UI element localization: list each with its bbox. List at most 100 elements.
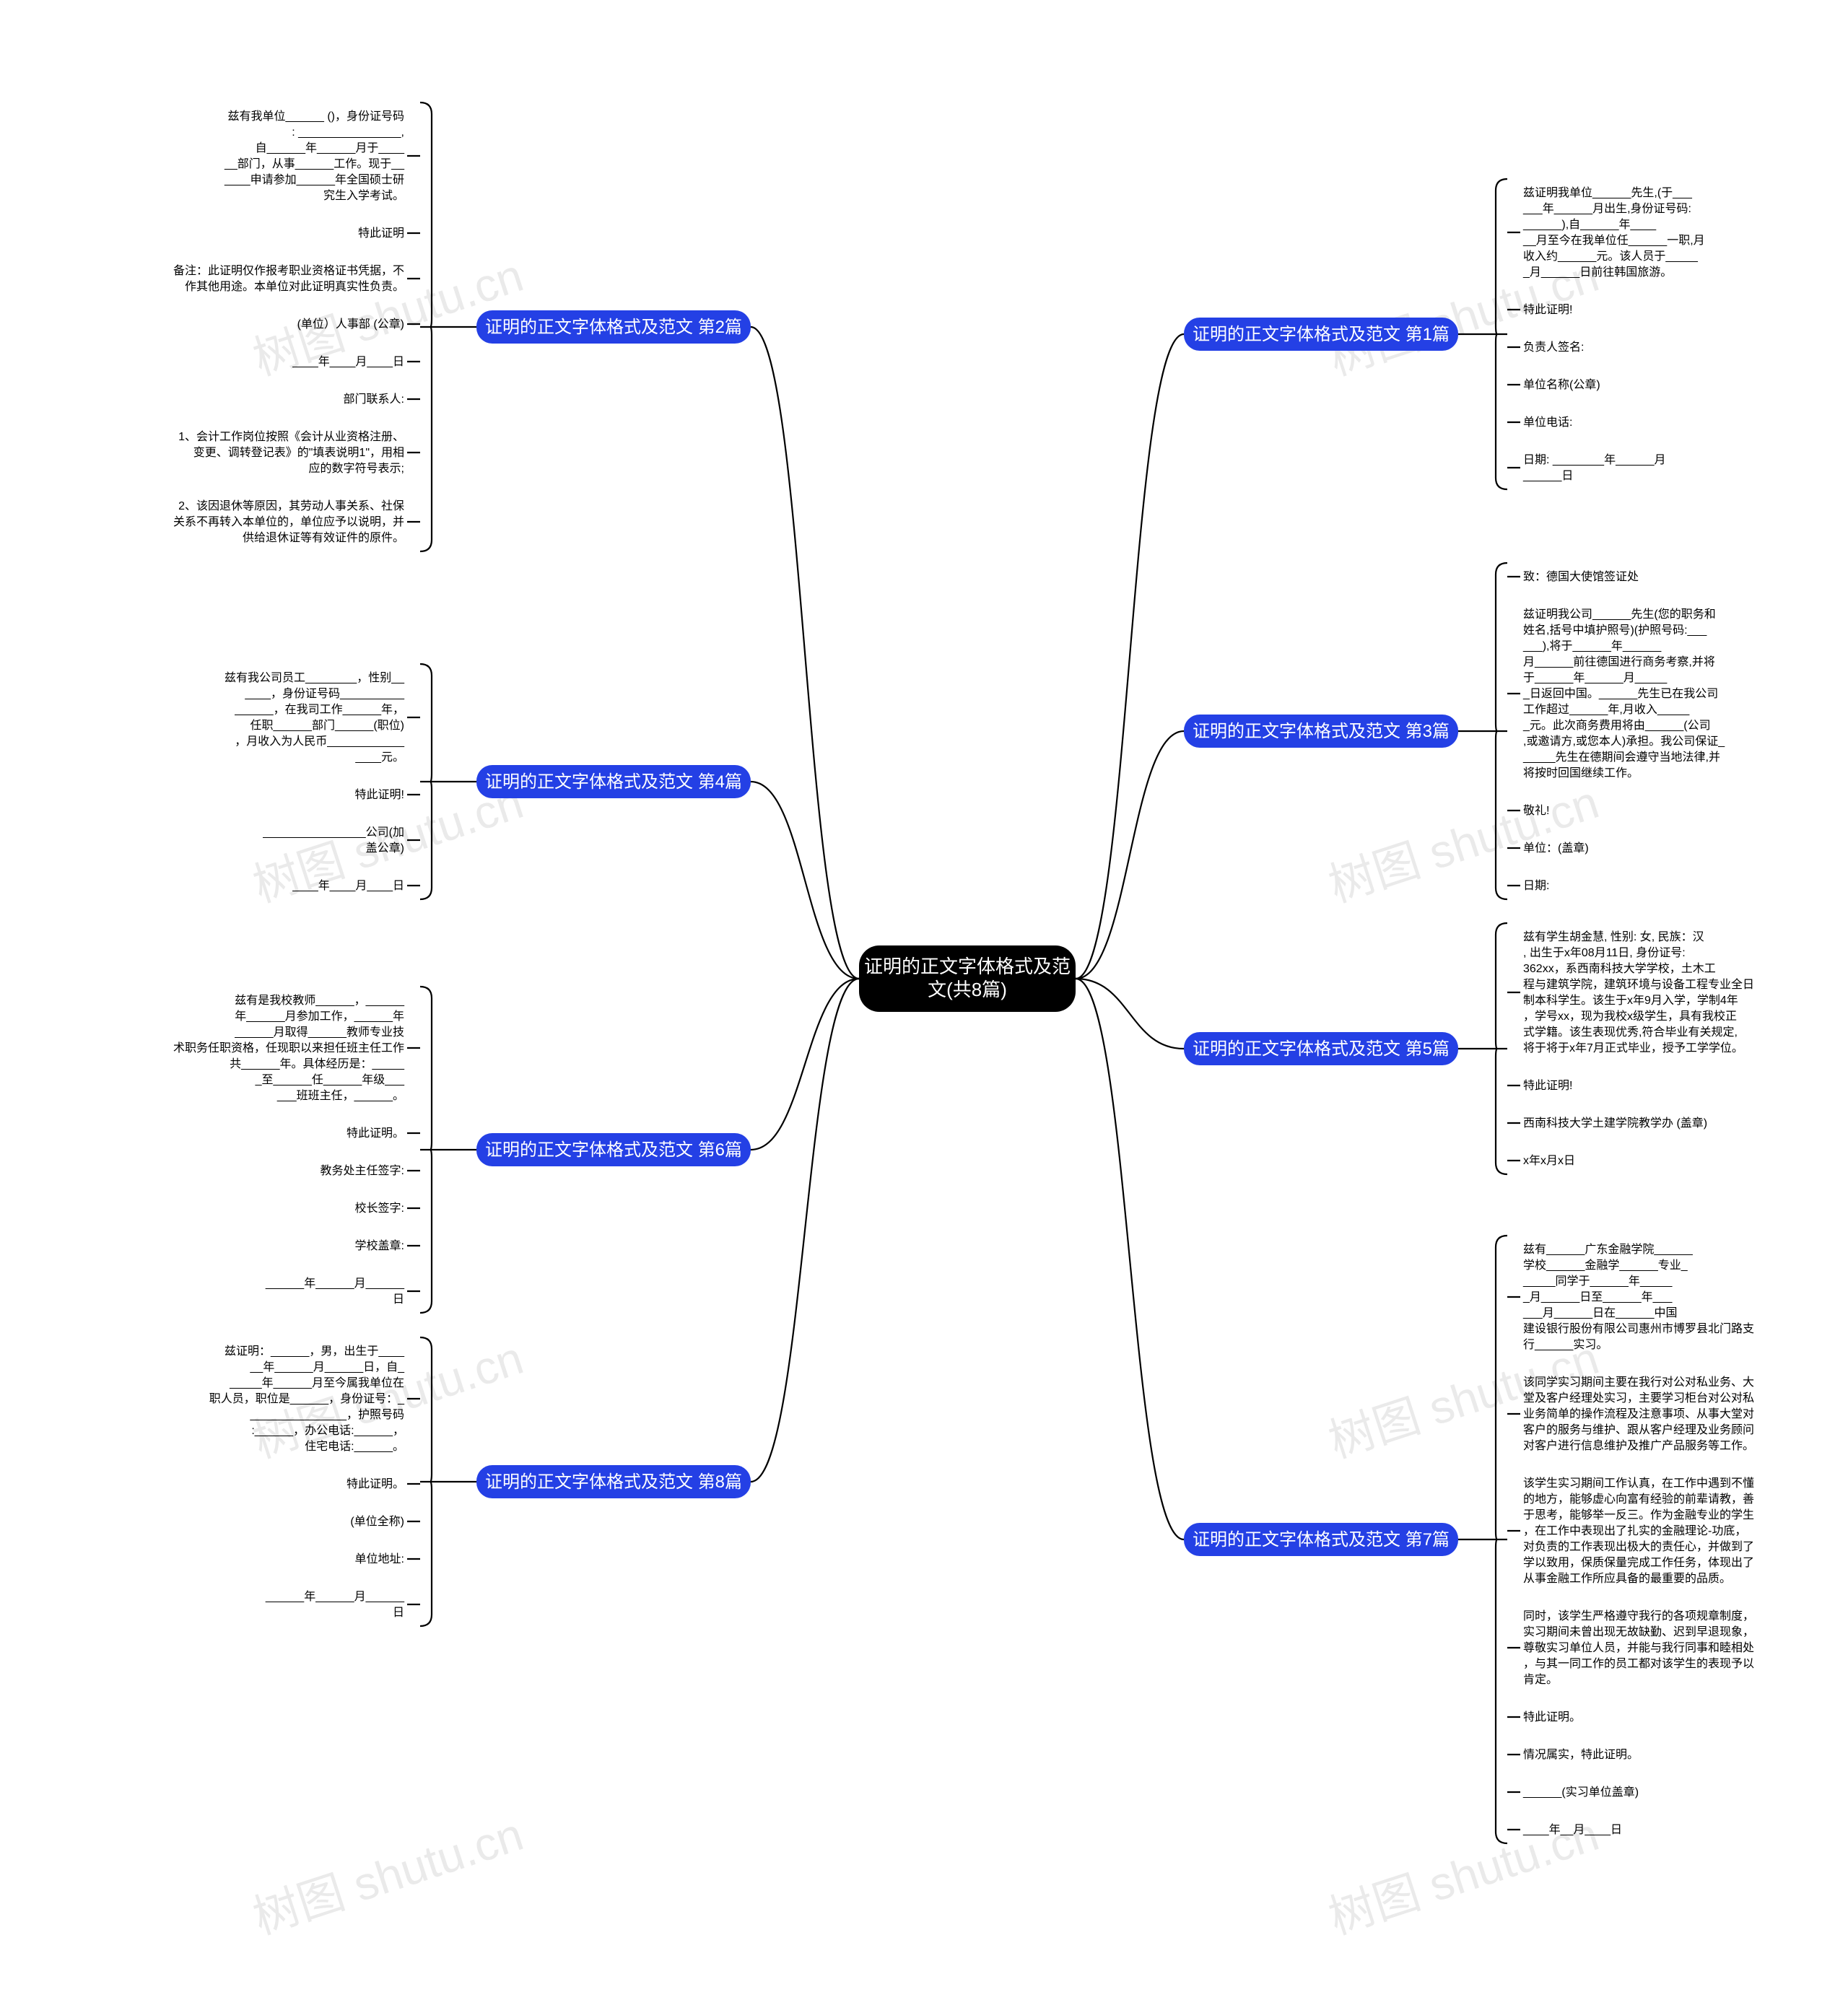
leaf-text: 单位地址: [355,1552,404,1565]
leaf-text: 究生入学考试。 [323,189,404,202]
leaf-text: 致：德国大使馆签证处 [1523,570,1639,583]
leaf-text: 日期: ________年______月 [1523,453,1665,466]
leaf-text: 学校盖章: [355,1239,404,1252]
leaf-text: ,或邀请方,或您本人)承担。我公司保证_ [1523,735,1725,748]
leaf-text: 共______年。具体经历是：_____ [230,1057,405,1070]
leaf-text: ______年______月______ [265,1277,405,1290]
branch-label: 证明的正文字体格式及范文 第2篇 [485,318,742,337]
leaf-text: 于______年______月_____ [1523,671,1668,684]
leaf-text: 的地方，能够虚心向富有经验的前辈请教，善 [1523,1493,1754,1506]
leaf-text: 兹证明：______，男，出生于____ [225,1345,405,1358]
leaf-text: _日返回中国。______先生已在我公司 [1522,687,1718,700]
leaf-text: 收入约______元。该人员于_____ [1523,250,1699,263]
leaf-text: ，在工作中表现出了扎实的金融理论-功底， [1523,1524,1746,1537]
leaf-text: 特此证明。 [1523,1711,1581,1724]
leaf-text: ___),将于______年______ [1522,639,1662,652]
leaf-text: 该同学实习期间主要在我行对公对私业务、大 [1523,1376,1754,1389]
leaf-text: 特此证明! [1523,303,1572,316]
leaf-text: 从事金融工作所应具备的最重要的品质。 [1523,1571,1731,1585]
leaf-text: ______日 [1522,470,1573,482]
leaf-text: ______),自______年____ [1522,218,1657,231]
leaf-text: 行______实习。 [1523,1338,1608,1351]
leaf-text: ___月______日在______中国 [1522,1306,1677,1319]
leaf-text: 盖公章) [366,842,404,855]
leaf-text: ______(实习单位盖章) [1522,1786,1639,1799]
leaf-text: 西南科技大学土建学院教学办 (盖章) [1523,1117,1707,1130]
leaf-text: 兹有学生胡金慧, 性别: 女, 民族：汉 [1523,930,1704,943]
branch-label: 证明的正文字体格式及范文 第3篇 [1193,722,1450,741]
leaf-text: 日期: [1523,879,1549,892]
leaf-text: 式学籍。该生表现优秀,符合毕业有关规定, [1523,1026,1738,1039]
leaf-text: 教务处主任签字: [321,1164,404,1177]
leaf-text: 建设银行股份有限公司惠州市博罗县北门路支 [1523,1322,1754,1335]
leaf-text: 关系不再转入本单位的，单位应予以说明，并 [173,515,404,528]
leaf-text: __年______月______日，自_ [250,1360,406,1373]
leaf-text: 同时，该学生严格遵守我行的各项规章制度， [1523,1609,1754,1622]
leaf-text: ___年______月出生,身份证号码: [1522,202,1691,215]
leaf-text: ______月取得______教师专业技 [234,1026,404,1039]
leaf-text: ___班班主任，______。 [276,1089,404,1102]
leaf-text: 敬礼! [1523,804,1549,817]
leaf-text: 年______月参加工作，______年 [235,1010,404,1023]
leaf-text: _月______日至______年___ [1522,1290,1673,1303]
leaf-text: 负责人签名: [1523,341,1584,354]
branch-label: 证明的正文字体格式及范文 第1篇 [1193,325,1450,344]
leaf-text: 兹有我公司员工________，性别__ [225,671,405,684]
leaf-text: 兹有是我校教师______，______ [235,994,405,1007]
leaf-text: 月______前往德国进行商务考察,并将 [1523,655,1715,668]
leaf-text: 该学生实习期间工作认真，在工作中遇到不懂 [1523,1477,1754,1490]
leaf-text: 单位电话: [1523,416,1572,429]
leaf-text: 兹证明我单位______先生,(于___ [1523,186,1693,199]
leaf-text: __部门，从事______工作。现于__ [224,157,405,170]
branch-label: 证明的正文字体格式及范文 第7篇 [1193,1530,1450,1550]
leaf-text: ____年____月____日 [292,879,404,892]
leaf-text: 2、该因退休等原因，其劳动人事关系、社保 [178,499,404,512]
leaf-text: 特此证明! [1523,1079,1572,1092]
leaf-text: _____同学于______年_____ [1522,1275,1673,1288]
leaf-text: 自______年______月于____ [256,141,405,154]
leaf-text: 校长签字: [355,1202,404,1215]
leaf-text: ______，在我司工作______年， [234,703,404,716]
branch-label: 证明的正文字体格式及范文 第8篇 [485,1472,742,1492]
leaf-text: 学校______金融学______专业_ [1523,1259,1688,1272]
leaf-text: 1、会计工作岗位按照《会计从业资格注册、 [178,430,404,443]
leaf-text: 对负责的工作表现出极大的责任心，并做到了 [1523,1540,1754,1553]
leaf-text: (单位全称) [350,1515,404,1528]
leaf-text: 特此证明! [355,788,404,801]
leaf-text: 学以致用，保质保量完成工作任务，体现出了 [1523,1556,1754,1569]
leaf-text: 部门联系人: [344,393,404,406]
root-label: 文(共8篇) [928,979,1007,1000]
leaf-text: , 出生于x年08月11日, 身份证号: [1523,946,1686,959]
branch-label: 证明的正文字体格式及范文 第6篇 [485,1140,742,1160]
leaf-text: 特此证明。 [346,1127,404,1140]
leaf-text: 兹有我单位______ ()，身份证号码 [228,110,405,123]
leaf-text: 工作超过______年,月收入_____ [1523,703,1690,716]
leaf-text: 特此证明。 [346,1477,404,1490]
leaf-text: __月至今在我单位任______一职,月 [1522,234,1705,247]
leaf-text: 作其他用途。本单位对此证明真实性负责。 [185,280,404,293]
leaf-text: 对客户进行信息维护及推广产品服务等工作。 [1523,1439,1754,1452]
leaf-text: 制本科学生。该生于x年9月入学，学制4年 [1523,994,1738,1007]
leaf-text: 住宅电话:______。 [305,1440,404,1453]
leaf-text: 特此证明 [358,227,404,240]
leaf-text: _元。此次商务费用将由______(公司 [1522,719,1711,732]
leaf-text: :______，办公电话:______， [251,1424,404,1437]
leaf-text: 堂及客户经理处实习，主要学习柜台对公对私 [1523,1392,1754,1405]
leaf-text: 姓名,括号中填护照号)(护照号码:___ [1523,624,1707,637]
leaf-text: 兹证明我公司______先生(您的职务和 [1523,608,1716,621]
leaf-text: 情况属实，特此证明。 [1523,1748,1639,1761]
leaf-text: ________________公司(加 [262,826,404,839]
leaf-text: (单位）人事部 (公章) [297,318,404,331]
leaf-text: ____申请参加______年全国硕士研 [224,173,404,186]
leaf-text: 日 [393,1293,404,1306]
leaf-text: 尊敬实习单位人员，并能与我行同事和睦相处 [1523,1641,1754,1654]
leaf-text: _____先生在德期间会遵守当地法律,并 [1522,750,1720,764]
leaf-text: 客户的服务与维护、跟从客户经理及业务顾问 [1523,1423,1754,1436]
leaf-text: _月______日前往韩国旅游。 [1522,266,1672,279]
branch-label: 证明的正文字体格式及范文 第4篇 [485,772,742,792]
leaf-text: x年x月x日 [1523,1154,1575,1167]
leaf-text: 应的数字符号表示; [309,461,404,475]
leaf-text: _______________，护照号码 [250,1408,404,1421]
leaf-text: 术职务任职资格，任现职以来担任班主任工作 [173,1041,404,1054]
branch-label: 证明的正文字体格式及范文 第5篇 [1193,1039,1450,1059]
